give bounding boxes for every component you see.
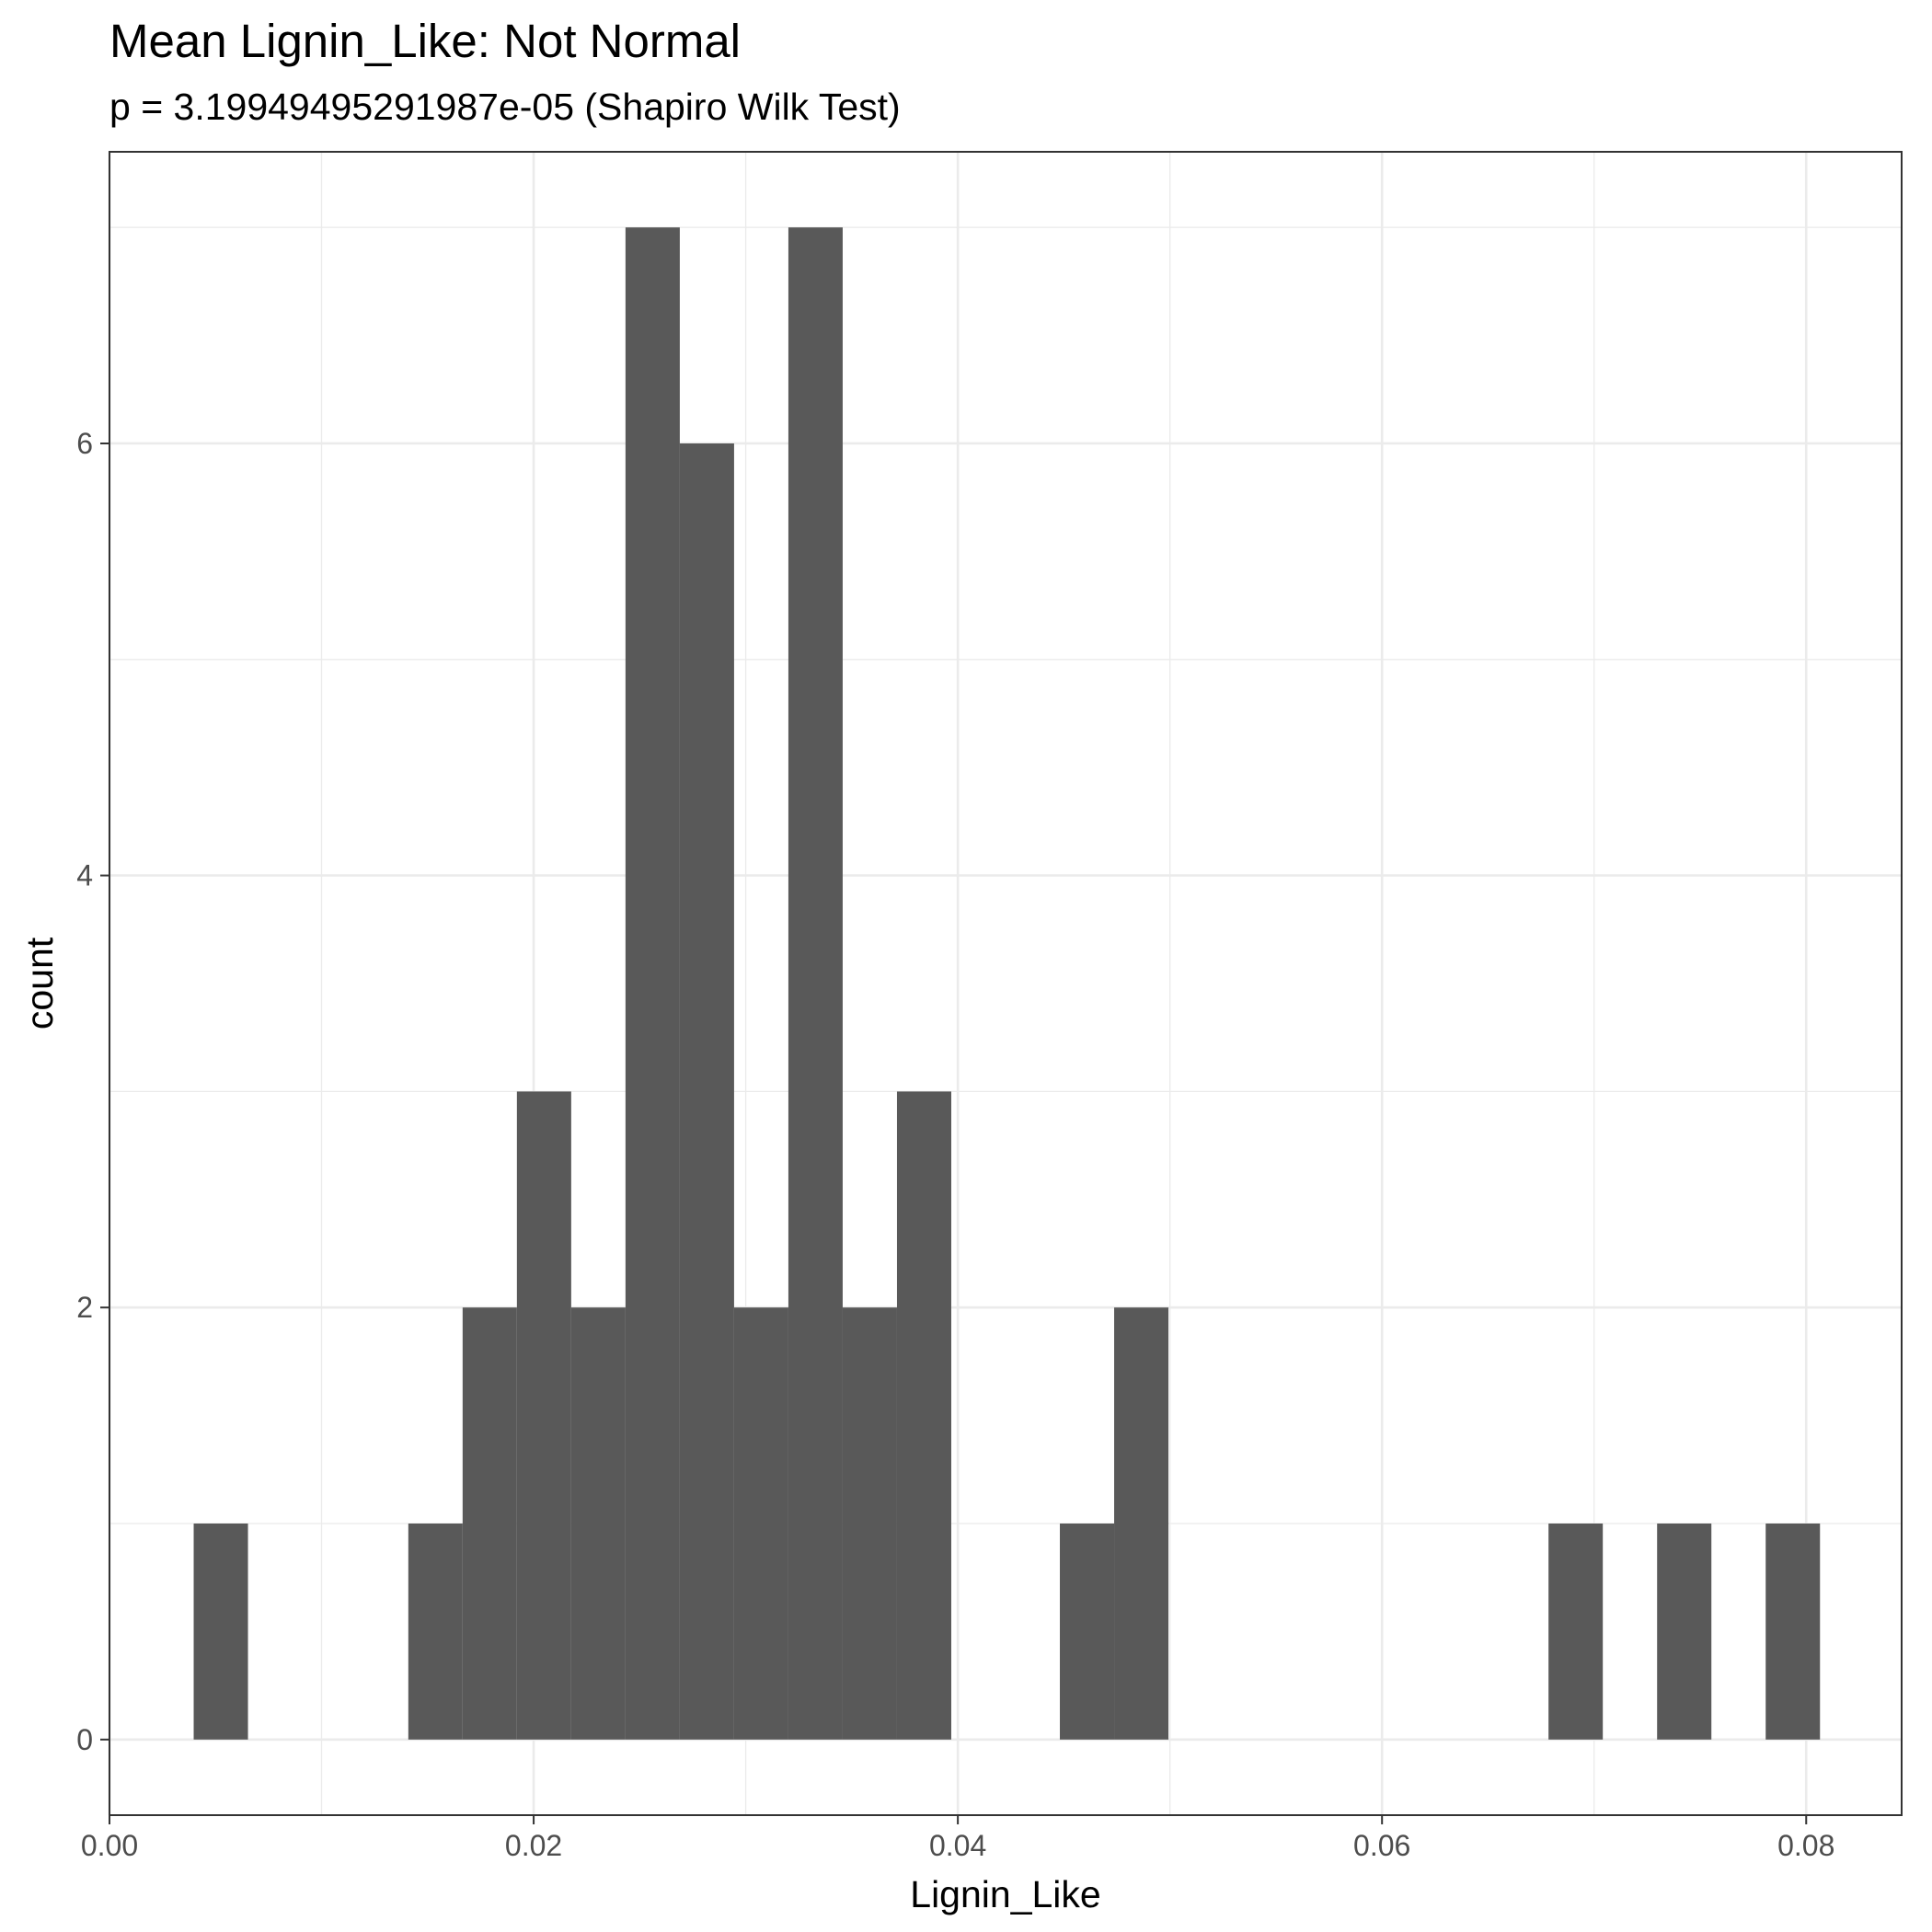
chart-subtitle: p = 3.19949495291987e-05 (Shapiro Wilk T…: [109, 86, 901, 128]
plot-panel-background: [109, 152, 1902, 1815]
histogram-bar: [570, 1307, 626, 1740]
plot-panel-border: [109, 151, 1903, 1816]
y-tick-label: 0: [76, 1723, 93, 1756]
histogram-bar: [842, 1307, 897, 1740]
histogram-bar: [516, 1091, 571, 1740]
minor-gridlines: [109, 152, 1902, 1815]
y-tick-label: 2: [76, 1291, 93, 1324]
y-tick-label: 4: [76, 859, 93, 892]
y-axis: 0 2 4 6: [76, 427, 109, 1756]
histogram-bar: [1657, 1524, 1712, 1740]
histogram-bar: [193, 1524, 248, 1740]
histogram-bar: [679, 443, 734, 1740]
histogram-bar: [462, 1307, 517, 1740]
histogram-bars: [193, 227, 1821, 1740]
x-tick-label: 0.08: [1777, 1829, 1834, 1862]
x-tick-label: 0.04: [929, 1829, 986, 1862]
x-tick-label: 0.06: [1353, 1829, 1410, 1862]
histogram-bar: [625, 227, 680, 1740]
x-axis-title: Lignin_Like: [910, 1873, 1100, 1915]
x-tick-label: 0.00: [81, 1829, 138, 1862]
x-axis: 0.00 0.02 0.04 0.06 0.08: [81, 1815, 1834, 1862]
y-axis-title: count: [18, 937, 61, 1029]
histogram-bar: [896, 1091, 951, 1740]
chart-title: Mean Lignin_Like: Not Normal: [109, 15, 741, 67]
histogram-bar: [1060, 1524, 1115, 1740]
histogram-bar: [788, 227, 843, 1740]
y-tick-label: 6: [76, 427, 93, 460]
x-tick-label: 0.02: [505, 1829, 562, 1862]
histogram-bar: [1765, 1524, 1821, 1740]
histogram-bar: [1548, 1524, 1604, 1740]
histogram-bar: [733, 1307, 788, 1740]
histogram-bar: [1114, 1307, 1169, 1740]
histogram-bar: [408, 1524, 463, 1740]
